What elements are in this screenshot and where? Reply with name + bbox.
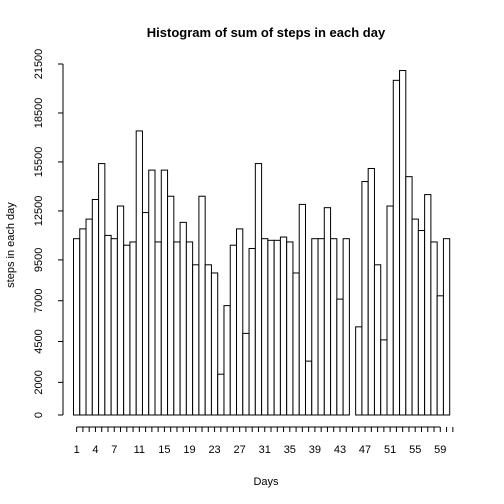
histogram-bar	[185, 241, 194, 416]
y-tick-label: 21500	[33, 49, 45, 80]
histogram-bar	[254, 163, 263, 416]
histogram-bar	[424, 194, 432, 416]
x-axis-label: Days	[253, 476, 279, 488]
x-tick-label: 47	[359, 444, 371, 456]
histogram-bar	[104, 234, 112, 416]
histogram-bar	[179, 221, 187, 416]
x-tick-label: 55	[409, 444, 421, 456]
x-tick-label: 39	[309, 444, 321, 456]
x-tick-label: 59	[434, 444, 446, 456]
x-tick-label: 23	[208, 444, 220, 456]
histogram-bar	[198, 195, 206, 416]
histogram-bar	[110, 238, 118, 416]
histogram-bar	[204, 264, 212, 416]
y-axis: 0 2000 4500 7000 9500 12500 15500 18500 21500	[33, 49, 64, 418]
y-tick-label: 18500	[33, 98, 45, 129]
histogram-bar	[148, 169, 156, 416]
x-tick-label: 1	[74, 444, 80, 456]
histogram-bar	[73, 238, 81, 416]
histogram-bar	[261, 238, 269, 416]
histogram-bar	[85, 218, 93, 416]
histogram-bar	[298, 203, 306, 416]
histogram-bar	[442, 238, 451, 416]
histogram-bar	[304, 360, 313, 416]
histogram-bar	[411, 218, 419, 416]
histogram-bar	[311, 238, 319, 416]
y-tick-label: 15500	[33, 147, 45, 178]
bars-group	[73, 70, 451, 416]
chart-title: Histogram of sum of steps in each day	[147, 25, 386, 40]
histogram-bar	[361, 181, 369, 416]
histogram-bar	[436, 295, 444, 416]
histogram-bar	[248, 247, 256, 416]
y-tick-label: 7000	[33, 288, 45, 312]
histogram-bar	[135, 130, 143, 416]
histogram-bar	[154, 241, 162, 416]
x-tick-label: 19	[183, 444, 195, 456]
x-tick-label: 31	[259, 444, 271, 456]
histogram-bar	[210, 272, 219, 416]
x-tick-label: 7	[111, 444, 117, 456]
histogram-bar	[129, 241, 137, 416]
histogram-bar	[330, 238, 338, 416]
histogram-bar	[292, 272, 300, 416]
histogram-bar	[336, 298, 344, 416]
x-tick-label: 4	[92, 444, 98, 456]
y-axis-label: steps in each day	[5, 202, 17, 288]
histogram-bar	[355, 326, 363, 416]
y-tick-label: 4500	[33, 329, 45, 353]
histogram-bar	[173, 241, 181, 416]
histogram-bar	[236, 228, 244, 416]
histogram-bar	[160, 169, 169, 416]
histogram-bar	[116, 205, 125, 416]
histogram-bar	[405, 176, 413, 416]
histogram-bar	[267, 239, 275, 416]
histogram-bar	[242, 332, 250, 416]
x-tick-label: 27	[234, 444, 246, 456]
histogram-bar	[386, 205, 394, 416]
histogram-bar	[317, 238, 325, 416]
histogram-bar	[98, 163, 106, 416]
histogram-bar	[430, 241, 438, 416]
histogram-bar	[91, 199, 100, 416]
x-tick-label: 51	[384, 444, 396, 456]
histogram-bar	[323, 207, 332, 416]
histogram-bar	[380, 339, 388, 416]
histogram-bar	[79, 228, 87, 416]
histogram-bar	[229, 244, 238, 416]
histogram-bar	[223, 305, 231, 416]
histogram-bar	[192, 264, 200, 416]
x-tick-label: 43	[334, 444, 346, 456]
histogram-bar	[367, 167, 375, 416]
y-tick-label: 9500	[33, 248, 45, 272]
y-tick-label: 12500	[33, 196, 45, 227]
histogram-bar	[123, 244, 131, 416]
histogram-bar	[417, 230, 426, 416]
histogram-bar	[342, 238, 350, 416]
histogram-bar	[392, 79, 401, 416]
y-tick-label: 0	[33, 412, 45, 418]
y-tick-label: 2000	[33, 370, 45, 394]
histogram-bar	[399, 70, 407, 416]
histogram-bar	[167, 195, 175, 416]
x-axis: 1 4 7 11 15 19 23 27 31 35 39 43 47 51 55 59	[74, 426, 454, 456]
x-tick-label: 15	[158, 444, 170, 456]
histogram-bar	[273, 239, 281, 416]
histogram-bar	[279, 236, 288, 416]
x-tick-label: 11	[134, 444, 145, 456]
histogram-bar	[141, 212, 150, 416]
histogram-bar	[373, 264, 382, 416]
histogram-bar	[217, 373, 225, 416]
x-tick-label: 35	[284, 444, 296, 456]
histogram-bar	[286, 241, 294, 416]
